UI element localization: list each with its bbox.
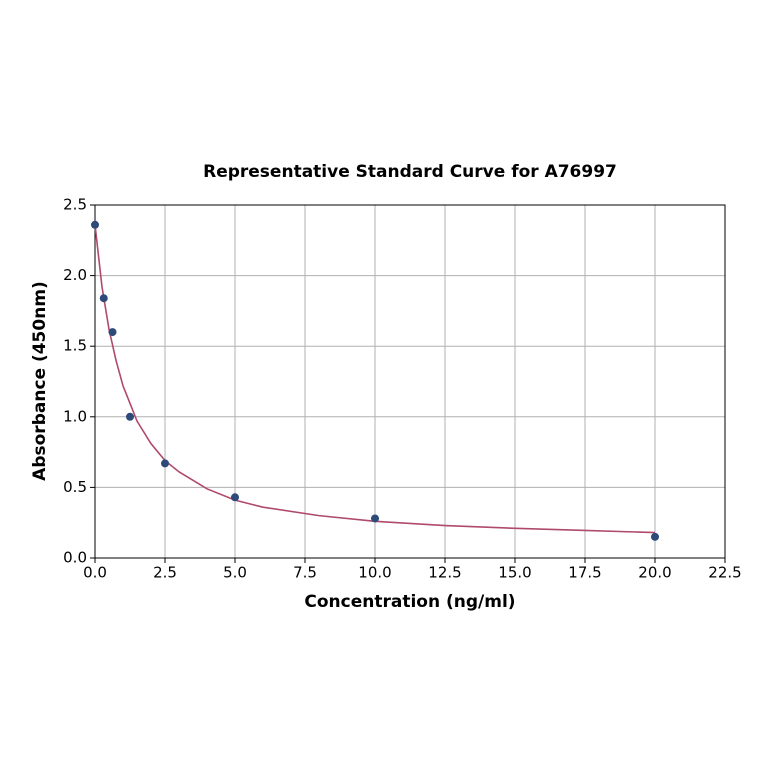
- x-tick-label: 2.5: [153, 564, 177, 582]
- data-point: [91, 220, 99, 229]
- x-tick-label: 15.0: [498, 564, 531, 582]
- x-tick-label: 17.5: [568, 564, 601, 582]
- y-tick-label: 0.0: [63, 549, 87, 567]
- data-point: [108, 328, 117, 337]
- y-tick-label: 2.5: [63, 196, 87, 214]
- y-tick-label: 1.0: [63, 407, 87, 425]
- data-point: [126, 412, 134, 421]
- data-point: [651, 532, 659, 541]
- data-point: [371, 514, 379, 523]
- x-axis-label: Concentration (ng/ml): [304, 592, 515, 612]
- y-axis-label: Absorbance (450nm): [30, 281, 50, 481]
- data-point: [231, 493, 239, 502]
- fit-curve: [94, 224, 656, 534]
- plot-frame: [94, 204, 726, 559]
- x-tick-label: 7.5: [293, 564, 317, 582]
- x-tick-label: 0.0: [83, 564, 107, 582]
- y-tick-label: 2.0: [63, 266, 87, 284]
- x-tick-label: 10.0: [358, 564, 391, 582]
- x-tick-label: 22.5: [708, 564, 741, 582]
- x-tick-label: 12.5: [428, 564, 461, 582]
- y-tick-label: 0.5: [63, 478, 87, 496]
- chart-title: Representative Standard Curve for A76997: [203, 162, 617, 182]
- x-tick-label: 20.0: [638, 564, 671, 582]
- data-point: [161, 459, 169, 468]
- y-tick-label: 1.5: [63, 337, 87, 355]
- x-tick-label: 5.0: [223, 564, 247, 582]
- data-point: [99, 294, 108, 303]
